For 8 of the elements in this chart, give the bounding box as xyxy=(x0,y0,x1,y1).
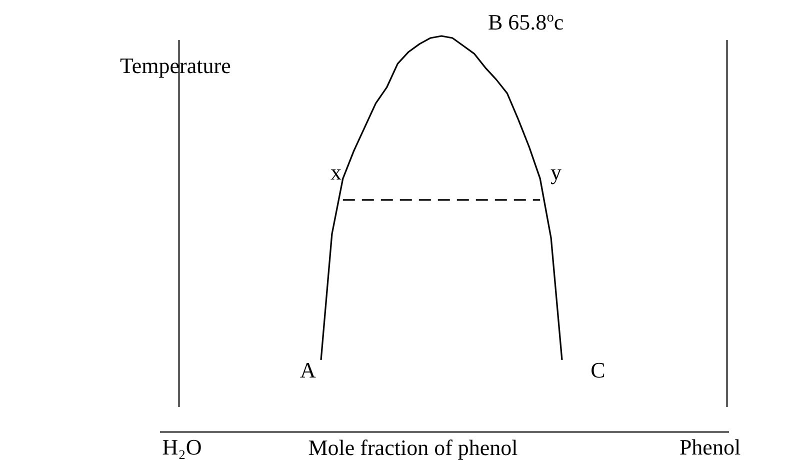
annotation: A xyxy=(300,358,316,383)
text: B 65.8$^{o}$c xyxy=(488,10,564,35)
text: C xyxy=(590,358,606,383)
text: H₂O xyxy=(162,434,202,460)
annotation: y xyxy=(550,160,562,185)
annotation: x xyxy=(330,160,342,185)
x-axis-title: Mole fraction of phenol xyxy=(308,435,518,460)
text: Phenol xyxy=(679,434,741,460)
